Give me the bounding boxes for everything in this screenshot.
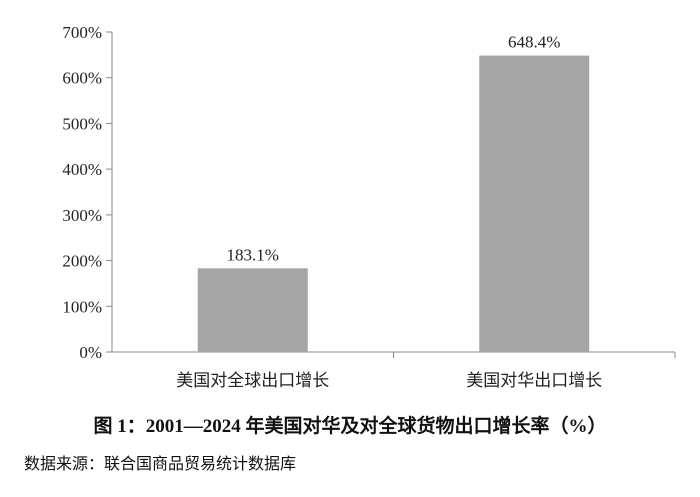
x-category-label: 美国对全球出口增长 bbox=[176, 371, 329, 390]
y-tick-label: 400% bbox=[62, 160, 102, 179]
data-label: 648.4% bbox=[508, 33, 560, 52]
y-tick-label: 200% bbox=[62, 252, 102, 271]
bar bbox=[479, 55, 590, 353]
bar-chart: 0% 100% 200% 300% 400% 500% 600% 700% 183.1% 美国对全… bbox=[62, 23, 676, 390]
bar bbox=[197, 268, 308, 352]
x-category-label: 美国对华出口增长 bbox=[466, 371, 602, 390]
y-tick-label: 600% bbox=[62, 69, 102, 88]
figure-caption: 图 1：2001—2024 年美国对华及对全球货物出口增长率（%） bbox=[93, 416, 607, 437]
y-tick-label: 700% bbox=[62, 23, 102, 42]
y-tick-label: 300% bbox=[62, 206, 102, 225]
y-tick-label: 500% bbox=[62, 114, 102, 133]
y-tick-label: 0% bbox=[79, 343, 102, 362]
data-label: 183.1% bbox=[227, 245, 279, 264]
data-source: 数据来源：联合国商品贸易统计数据库 bbox=[24, 456, 297, 473]
y-tick-label: 100% bbox=[62, 297, 102, 316]
